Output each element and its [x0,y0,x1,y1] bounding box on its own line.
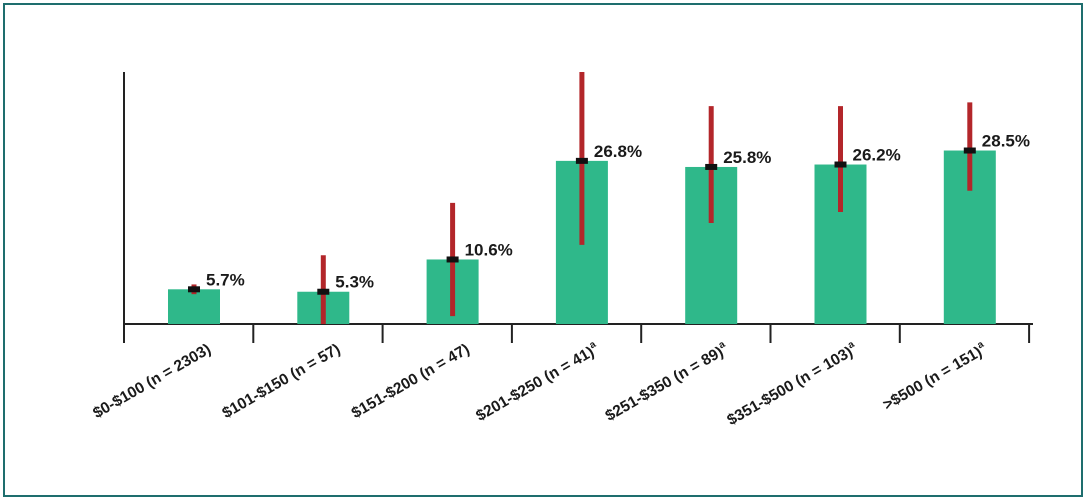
point-marker-4 [575,157,588,164]
category-label-3: $151-$200 (n = 47) [349,341,473,422]
category-superscript: a [717,339,728,352]
point-marker-7 [963,147,976,154]
category-label-7: >$500 (n = 151)a [879,339,990,414]
category-superscript: a [846,339,857,352]
category-superscript: a [588,339,599,352]
point-marker-5 [705,163,718,170]
data-label-6: 26.2% [853,146,901,165]
chart-frame [3,3,1083,497]
point-marker-3 [446,256,459,263]
data-label-1: 5.7% [206,270,245,289]
bar-1 [168,289,220,324]
category-label-1: $0-$100 (n = 2303) [90,341,214,422]
category-label-5: $251-$350 (n = 89)a [602,339,732,425]
point-marker-2 [317,288,330,295]
data-label-4: 26.8% [594,142,642,161]
category-label-6: $351-$500 (n = 103)a [723,339,860,429]
data-label-2: 5.3% [335,273,374,292]
data-label-5: 25.8% [723,148,771,167]
category-label-4: $201-$250 (n = 41)a [472,339,602,425]
data-label-3: 10.6% [465,240,513,259]
category-superscript: a [975,339,986,352]
point-marker-6 [834,161,847,168]
data-label-7: 28.5% [982,132,1030,151]
point-marker-1 [188,286,200,293]
category-label-2: $101-$150 (n = 57) [219,341,343,422]
